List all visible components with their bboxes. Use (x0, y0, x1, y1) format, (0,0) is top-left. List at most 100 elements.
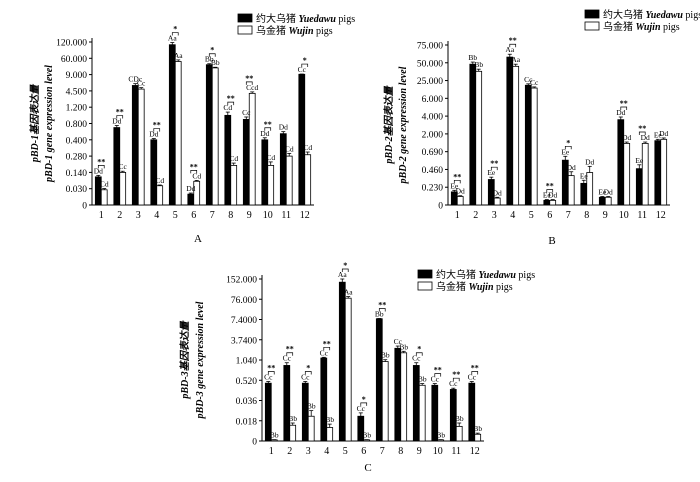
sig-letter-wujin: Dd (585, 157, 594, 166)
sig-stars: ** (286, 345, 294, 354)
y-axis-label-en: pBD-1 gene expression level (44, 65, 55, 183)
y-tick-label: 9.000 (66, 71, 88, 81)
x-category-label: 7 (566, 210, 571, 221)
sig-stars: * (362, 395, 366, 404)
x-category-label: 10 (263, 210, 273, 221)
y-tick-label: 0 (438, 202, 443, 212)
x-category-label: 4 (324, 446, 329, 457)
sig-letter-wujin: Dd (548, 191, 557, 200)
sig-bracket (190, 170, 198, 174)
y-tick-label: 0.036 (236, 397, 258, 407)
legend-swatch-wujin (584, 21, 600, 31)
x-category-label: 10 (433, 446, 443, 457)
bar-wujin (475, 70, 483, 206)
y-tick-label: 0.520 (236, 377, 258, 387)
sig-letter-yuedawu: Aa (505, 45, 514, 54)
sig-bracket (153, 128, 161, 132)
sig-letter-wujin: Dd (456, 187, 465, 196)
sig-letter-yuedawu: Aa (168, 34, 177, 43)
sig-stars: * (173, 25, 177, 34)
y-tick-label: 2.000 (422, 130, 444, 140)
sig-stars: ** (97, 157, 105, 166)
y-axis-label: pBD-1基因表达量 pBD-1 gene expression level (29, 65, 55, 183)
bar-wujin (418, 384, 426, 442)
y-tick-label: 75.000 (417, 42, 443, 52)
sig-bracket (453, 179, 461, 184)
sig-letter-wujin: Cd (303, 143, 312, 152)
sig-letter-yuedawu: Cc (301, 373, 310, 382)
bar-wujin (307, 415, 315, 442)
sig-letter-yuedawu: Dd (149, 130, 158, 139)
bar-yuedawu (168, 44, 176, 206)
bar-wujin (285, 155, 293, 206)
sig-stars: ** (546, 182, 554, 191)
bar-wujin (512, 65, 520, 206)
sig-letter-yuedawu: CDc (128, 75, 142, 84)
x-category-label: 12 (656, 210, 666, 221)
x-category-label: 11 (281, 210, 291, 221)
legend-swatch-yuedawu (584, 9, 600, 19)
legend-swatch-wujin (237, 25, 253, 35)
sig-letter-yuedawu: Cc (524, 75, 533, 84)
x-category-label: 12 (470, 446, 480, 457)
sig-letter-yuedawu: Ee (654, 130, 663, 139)
sig-stars: * (303, 56, 307, 65)
sig-bracket (264, 127, 272, 131)
sig-letter-wujin: Cc (530, 78, 539, 87)
sig-letter-yuedawu: Aa (338, 270, 347, 279)
sig-stars: ** (245, 74, 253, 83)
bar-yuedawu (242, 119, 250, 206)
sig-bracket (509, 43, 517, 48)
sig-letter-wujin: Bb (436, 431, 445, 440)
x-category-label: 6 (547, 210, 552, 221)
bar-wujin (641, 142, 649, 206)
bar-yuedawu (375, 318, 383, 442)
sig-bracket (323, 346, 331, 351)
bar-yuedawu (338, 281, 346, 442)
sig-stars: ** (620, 99, 628, 108)
x-category-label: 5 (173, 210, 178, 221)
bar-wujin (304, 154, 312, 206)
bar-wujin (567, 175, 575, 206)
x-category-label: 9 (247, 210, 252, 221)
sig-letter-wujin: Bb (381, 351, 390, 360)
bar-wujin (119, 171, 127, 206)
y-tick-label: 6.000 (422, 95, 444, 105)
sig-bracket (267, 371, 275, 375)
panel-letter: C (364, 462, 371, 474)
bar-yuedawu (301, 382, 309, 442)
sig-letter-yuedawu: Ee (635, 156, 644, 165)
bar-wujin (493, 197, 501, 206)
bar-wujin (400, 352, 408, 442)
sig-letter-yuedawu: Cc (412, 354, 421, 363)
bar-yuedawu (261, 139, 269, 206)
sig-letter-wujin: Bb (307, 402, 316, 411)
sig-letter-wujin: Cd (100, 180, 109, 189)
bar-wujin (100, 189, 108, 206)
sig-bracket (286, 352, 294, 356)
bar-wujin (211, 67, 219, 206)
sig-bracket (116, 115, 124, 119)
y-tick-label: 0.030 (66, 185, 88, 195)
y-tick-label: 0.018 (236, 417, 258, 427)
x-category-label: 8 (228, 210, 233, 221)
sig-letter-wujin: Bb (399, 342, 408, 351)
bar-wujin (474, 433, 482, 442)
sig-letter-wujin: Bb (474, 60, 483, 69)
y-axis-label-cn: pBD-2基因表达量 (383, 84, 395, 164)
sig-stars: ** (190, 162, 198, 171)
sig-bracket (360, 402, 368, 406)
sig-bracket (227, 101, 235, 106)
sig-letter-yuedawu: Cc (242, 108, 251, 117)
sig-stars: ** (264, 120, 272, 129)
sig-stars: ** (434, 366, 442, 375)
y-tick-label: 7.4000 (231, 316, 257, 326)
legend-label-yuedawu: 约大乌猪 Yuedawu pigs (603, 8, 700, 21)
bar-wujin (267, 165, 275, 206)
sig-letter-yuedawu: Dd (186, 184, 195, 193)
sig-bracket (97, 165, 105, 169)
sig-bracket (304, 371, 312, 375)
